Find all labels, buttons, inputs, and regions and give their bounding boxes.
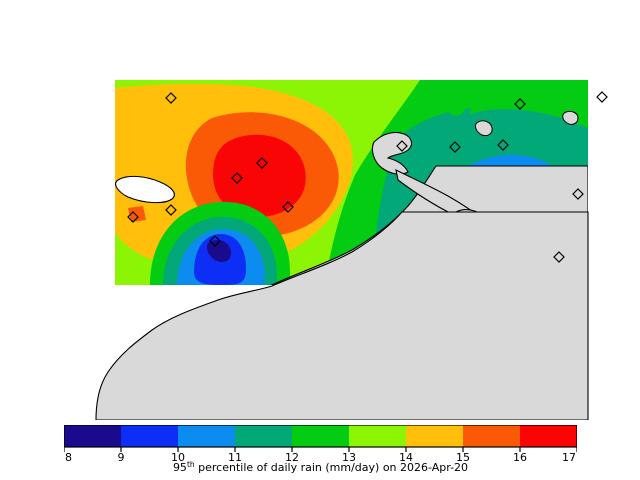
map-panel[interactable] [0,0,640,420]
contour-band-16-17-core [212,134,306,218]
colorbar-band-10-11[interactable] [178,425,235,447]
station-markers[interactable] [127,91,608,263]
contour-blob-green-ne [444,90,467,116]
colorbar-svg[interactable]: 8 9 10 11 12 13 14 15 16 17 95th percentile of da… [64,425,577,475]
colorbar-tick-label: 13 [342,451,356,464]
landmass-islet-ne [474,120,493,137]
colorbar-band-16-17[interactable] [520,425,577,447]
colorbar-band-12-13[interactable] [292,425,349,447]
colorbar-tick-labels: 8 9 10 11 12 13 14 15 16 17 [65,451,576,464]
station-marker[interactable] [231,172,243,184]
station-marker[interactable] [396,140,408,152]
colorbar-tick-label: 12 [285,451,299,464]
colorbar-tick-label: 10 [171,451,185,464]
landmass-islet-ne2 [562,110,579,125]
colorbar-ticks [64,447,577,452]
colorbar-band-14-15[interactable] [406,425,463,447]
contour-band-12-13-ne [470,80,588,126]
station-marker[interactable] [127,211,139,223]
station-marker[interactable] [209,235,221,247]
contour-field [115,80,588,285]
station-marker[interactable] [553,251,565,263]
contour-map[interactable] [0,0,640,420]
colorbar-bands[interactable] [64,425,577,447]
station-marker[interactable] [449,141,461,153]
colorbar[interactable]: 8 9 10 11 12 13 14 15 16 17 95th percentile of da… [64,425,577,475]
landmass-island-west [115,175,175,204]
colorbar-band-13-14[interactable] [349,425,406,447]
colorbar-band-9-10[interactable] [121,425,178,447]
colorbar-border [64,425,577,448]
colorbar-band-8-9[interactable] [64,425,121,447]
station-marker[interactable] [514,98,526,110]
colorbar-tick-label: 15 [456,451,470,464]
station-marker[interactable] [165,92,177,104]
contour-speck-orange [128,206,146,222]
landmass-peninsula [371,131,413,175]
contour-low-core-8-9 [207,240,232,262]
colorbar-caption: 95th percentile of daily rain (mm/day) o… [173,460,468,474]
landmass-below-panel [95,211,589,420]
colorbar-band-11-12[interactable] [235,425,292,447]
station-marker[interactable] [596,91,608,103]
colorbar-tick-label: 14 [399,451,413,464]
station-marker[interactable] [282,201,294,213]
colorbar-tick-label: 11 [228,451,242,464]
station-marker[interactable] [572,188,584,200]
colorbar-band-15-16[interactable] [463,425,520,447]
colorbar-tick-label: 8 [65,451,72,464]
station-marker[interactable] [497,139,509,151]
colorbar-tick-label: 9 [118,451,125,464]
station-marker[interactable] [165,204,177,216]
station-marker[interactable] [256,157,268,169]
colorbar-tick-label: 17 [562,451,576,464]
colorbar-tick-label: 16 [513,451,527,464]
